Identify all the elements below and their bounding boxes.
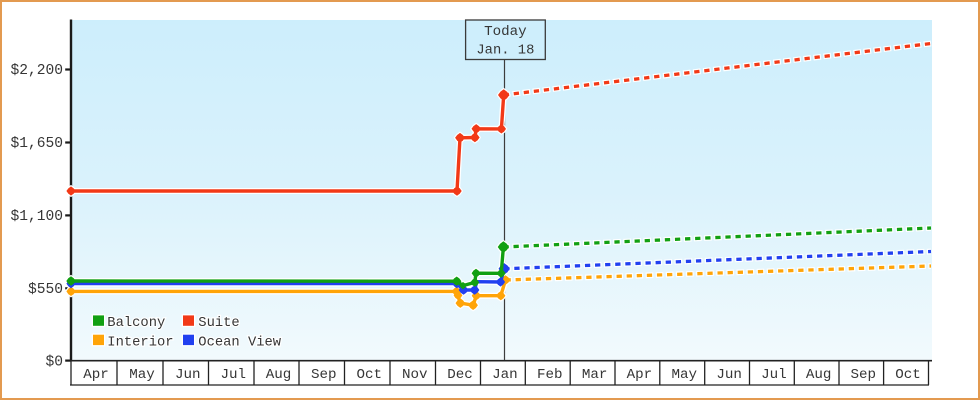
svg-text:Jun: Jun xyxy=(716,367,742,383)
svg-text:Jun: Jun xyxy=(175,367,201,383)
svg-text:Nov: Nov xyxy=(402,367,428,383)
svg-text:Aug: Aug xyxy=(266,367,292,383)
svg-text:Sep: Sep xyxy=(851,367,877,383)
svg-text:Jul: Jul xyxy=(220,367,246,383)
svg-text:$550: $550 xyxy=(28,282,63,298)
svg-text:Jan: Jan xyxy=(492,367,518,383)
svg-text:$0: $0 xyxy=(45,354,63,370)
svg-text:Aug: Aug xyxy=(806,367,832,383)
svg-text:Dec: Dec xyxy=(447,367,473,383)
svg-text:Apr: Apr xyxy=(627,367,653,383)
svg-text:Ocean View: Ocean View xyxy=(198,334,282,350)
svg-text:May: May xyxy=(671,367,697,383)
svg-text:$1,100: $1,100 xyxy=(10,209,63,225)
svg-text:Suite: Suite xyxy=(198,315,239,331)
svg-text:Oct: Oct xyxy=(356,367,382,383)
svg-text:May: May xyxy=(129,367,155,383)
svg-text:$2,200: $2,200 xyxy=(10,63,63,79)
svg-text:Oct: Oct xyxy=(895,367,921,383)
svg-text:Interior: Interior xyxy=(107,334,173,350)
svg-text:Mar: Mar xyxy=(582,367,608,383)
svg-text:Jul: Jul xyxy=(761,367,787,383)
svg-text:Apr: Apr xyxy=(83,367,109,383)
svg-text:Sep: Sep xyxy=(311,367,337,383)
svg-text:Jan. 18: Jan. 18 xyxy=(476,43,534,58)
svg-text:Feb: Feb xyxy=(537,367,563,383)
svg-text:Today: Today xyxy=(484,24,527,40)
svg-text:$1,650: $1,650 xyxy=(10,136,63,152)
svg-text:Balcony: Balcony xyxy=(107,315,165,331)
